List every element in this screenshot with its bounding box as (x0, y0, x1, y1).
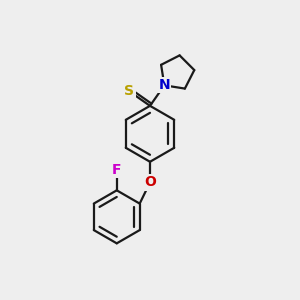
Text: O: O (144, 176, 156, 189)
Text: F: F (112, 163, 122, 177)
Text: S: S (124, 85, 134, 98)
Text: N: N (158, 78, 170, 92)
